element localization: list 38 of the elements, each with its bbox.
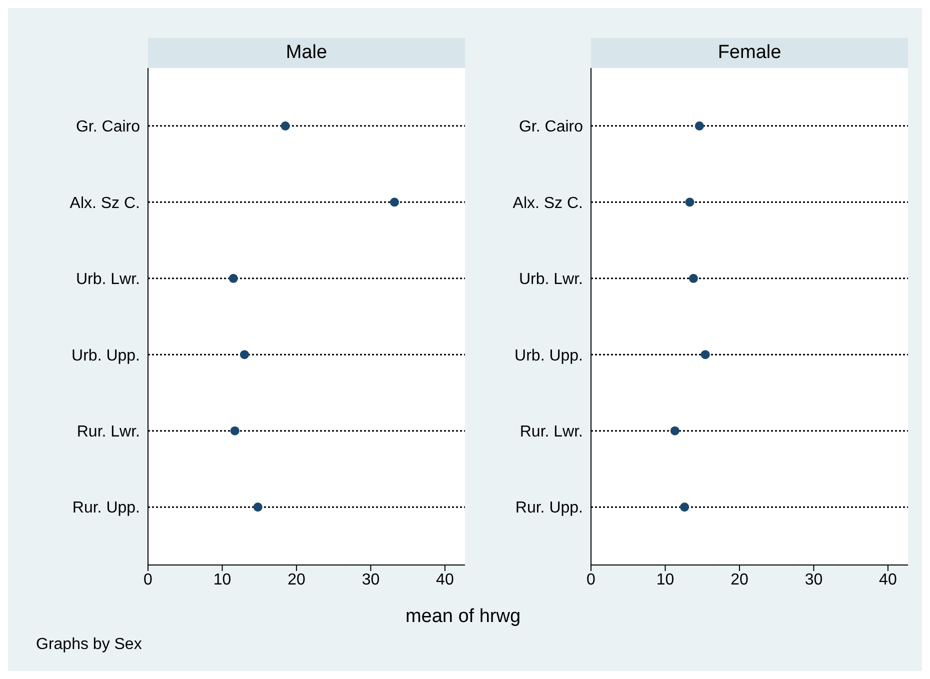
x-tick-label: 10 (213, 571, 232, 588)
y-tick-label: Urb. Lwr. (518, 271, 583, 288)
point (694, 121, 704, 130)
y-tick-label: Gr. Cairo (76, 118, 140, 136)
y-tick-label: Rur. Lwr. (76, 424, 140, 441)
point (228, 274, 238, 283)
y-tick-label: Urb. Upp. (72, 347, 140, 364)
point (685, 198, 694, 207)
y-tick-label: Rur. Upp. (72, 500, 140, 517)
y-tick-label: Alx. Sz C. (70, 194, 140, 212)
chart-title: Female (591, 38, 908, 68)
y-tick-label: Urb. Upp. (514, 347, 583, 364)
y-tick-label: Alx. Sz C. (512, 194, 583, 212)
point (240, 350, 250, 360)
x-tick-label: 20 (730, 571, 748, 588)
y-tick-label: Rur. Lwr. (520, 424, 583, 441)
chart-title: Male (148, 38, 465, 68)
y-tick-label: Gr. Cairo (518, 118, 584, 136)
x-tick-label: 30 (362, 571, 380, 588)
point (680, 502, 690, 512)
point (253, 502, 262, 512)
x-tick-label: 0 (586, 571, 596, 588)
x-tick-label: 20 (288, 571, 306, 588)
point (390, 198, 399, 207)
y-tick-label: Urb. Lwr. (76, 271, 140, 288)
point (700, 350, 710, 360)
text: Graphs by Sex (36, 636, 142, 654)
point (670, 426, 680, 436)
x-tick-label: 30 (804, 571, 823, 588)
x-tick-label: 40 (879, 571, 897, 588)
point (280, 121, 290, 130)
y-tick-label: Rur. Upp. (515, 500, 583, 517)
x-axis-title: mean of hrwg (404, 606, 522, 628)
point (688, 274, 698, 283)
x-tick-label: 40 (436, 571, 454, 588)
x-tick-label: 0 (144, 571, 153, 588)
x-tick-label: 10 (656, 571, 674, 588)
point (230, 426, 240, 436)
